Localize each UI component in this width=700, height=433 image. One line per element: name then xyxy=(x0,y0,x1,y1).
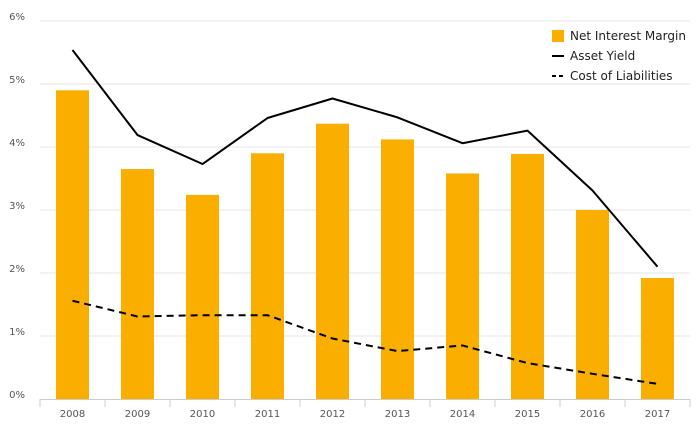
bar-net-interest-margin xyxy=(641,278,674,399)
bar-net-interest-margin xyxy=(251,153,284,399)
legend-item: Cost of Liabilities xyxy=(552,69,673,83)
bar-net-interest-margin xyxy=(511,153,544,399)
bar-net-interest-margin xyxy=(316,123,349,399)
y-tick-label: 0% xyxy=(9,390,25,401)
x-tick-label: 2016 xyxy=(580,409,605,420)
x-tick-label: 2013 xyxy=(385,409,410,420)
bar-series xyxy=(56,90,674,400)
x-tick-label: 2017 xyxy=(645,409,670,420)
x-tick-label: 2012 xyxy=(320,409,345,420)
legend-label: Net Interest Margin xyxy=(570,29,686,43)
bar-net-interest-margin xyxy=(186,194,219,399)
legend-swatch-net-interest-margin xyxy=(552,30,564,42)
line-cost-of-liabilities xyxy=(72,299,658,385)
x-tick-label: 2008 xyxy=(60,409,85,420)
y-tick-label: 1% xyxy=(9,327,25,338)
axes: 0% 1% 2% 3% 4% 5% 6% 2008 2009 2010 2011 2012 2013 20… xyxy=(9,12,691,420)
line-asset-yield xyxy=(71,49,659,268)
y-tick-label: 2% xyxy=(9,264,25,275)
x-tick-label: 2015 xyxy=(515,409,540,420)
bar-net-interest-margin xyxy=(446,173,479,399)
x-tick-label: 2009 xyxy=(125,409,150,420)
y-tick-label: 3% xyxy=(9,201,25,212)
bar-net-interest-margin xyxy=(56,90,89,400)
bar-net-interest-margin xyxy=(381,139,414,399)
bar-net-interest-margin xyxy=(576,210,609,399)
y-tick-label: 5% xyxy=(9,75,25,86)
legend-label: Cost of Liabilities xyxy=(570,69,673,83)
y-tick-label: 6% xyxy=(9,12,25,23)
bar-net-interest-margin xyxy=(121,169,154,399)
y-tick-label: 4% xyxy=(9,138,25,149)
x-tick-label: 2014 xyxy=(450,409,475,420)
legend: Net Interest Margin Asset Yield Cost of Li… xyxy=(552,29,686,83)
legend-item: Asset Yield xyxy=(552,49,635,63)
line-series xyxy=(71,49,659,385)
x-tick-label: 2010 xyxy=(190,409,215,420)
legend-label: Asset Yield xyxy=(570,49,635,63)
x-tick-label: 2011 xyxy=(255,409,280,420)
legend-item: Net Interest Margin xyxy=(552,29,686,43)
